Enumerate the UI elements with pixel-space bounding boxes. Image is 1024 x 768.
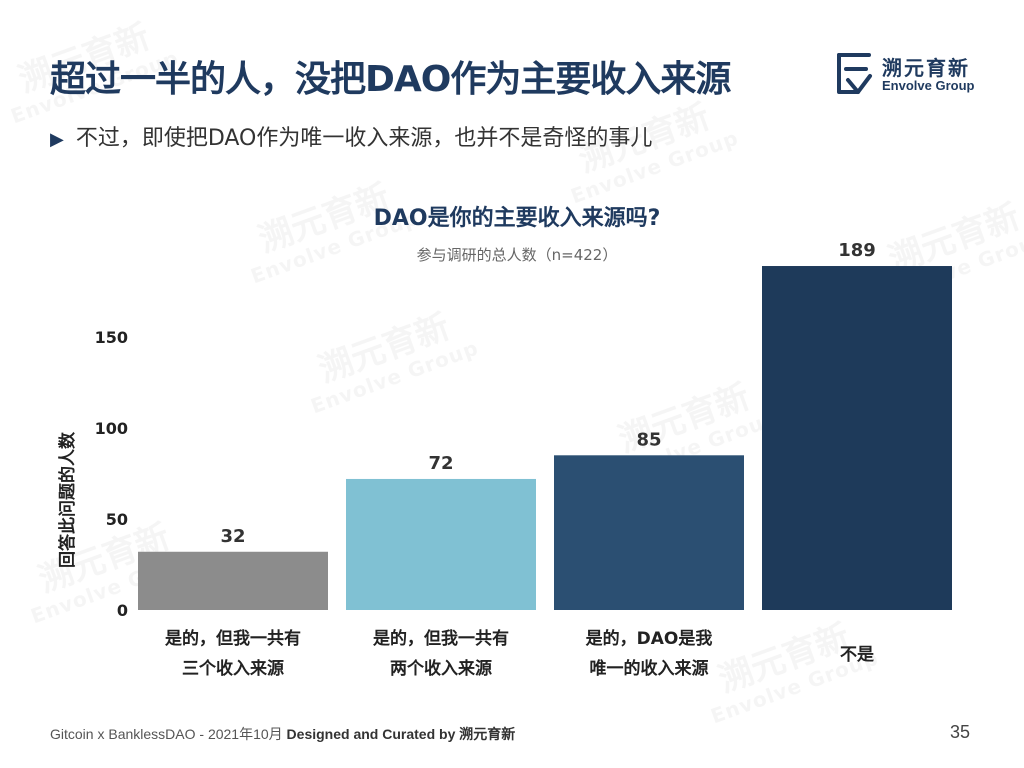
x-category-label: 是的，但我一共有 bbox=[165, 628, 301, 649]
x-category-label: 唯一的收入来源 bbox=[590, 658, 709, 679]
chart-subtitle: 参与调研的总人数（n=422） bbox=[417, 246, 618, 264]
y-tick-label: 0 bbox=[117, 601, 128, 620]
bar-value-label: 72 bbox=[428, 453, 453, 474]
slide-subtitle: ▶ 不过，即使把DAO作为唯一收入来源，也并不是奇怪的事儿 bbox=[50, 120, 652, 152]
footer: Gitcoin x BanklessDAO - 2021年10月 Designe… bbox=[50, 724, 515, 744]
footer-credit: Designed and Curated by 溯元育新 bbox=[286, 726, 516, 742]
bar-value-label: 189 bbox=[838, 240, 876, 261]
envolve-logo-icon bbox=[837, 53, 872, 94]
x-category-label: 不是 bbox=[840, 645, 874, 665]
bar-chart: DAO是你的主要收入来源吗? 参与调研的总人数（n=422） 回答此问题的人数 … bbox=[57, 205, 952, 679]
chart-title: DAO是你的主要收入来源吗? bbox=[374, 205, 661, 231]
y-axis-label: 回答此问题的人数 bbox=[57, 431, 78, 568]
bullet-arrow-icon: ▶ bbox=[50, 129, 64, 150]
logo-english-name: Envolve Group bbox=[882, 78, 975, 93]
bar bbox=[554, 455, 744, 610]
page-number: 35 bbox=[949, 722, 970, 742]
bar bbox=[346, 478, 536, 610]
y-tick-label: 100 bbox=[95, 419, 128, 438]
y-tick-label: 150 bbox=[95, 328, 128, 347]
logo-chinese-name: 溯元育新 bbox=[882, 56, 970, 80]
logo: 溯元育新 Envolve Group bbox=[836, 50, 996, 100]
subtitle-text: 不过，即使把DAO作为唯一收入来源，也并不是奇怪的事儿 bbox=[75, 126, 653, 151]
x-category-label: 是的，但我一共有 bbox=[373, 628, 509, 649]
x-category-label: 三个收入来源 bbox=[182, 658, 284, 679]
footer-source: Gitcoin x BanklessDAO - 2021年10月 bbox=[50, 726, 283, 742]
x-category-label: 两个收入来源 bbox=[390, 658, 492, 679]
bar-value-label: 32 bbox=[220, 526, 245, 547]
y-tick-label: 50 bbox=[106, 510, 128, 529]
slide-title: 超过一半的人，没把DAO作为主要收入来源 bbox=[50, 59, 731, 100]
bar bbox=[138, 551, 328, 610]
bar bbox=[762, 266, 952, 610]
x-category-label: 是的，DAO是我 bbox=[586, 628, 713, 649]
bar-value-label: 85 bbox=[636, 429, 661, 450]
